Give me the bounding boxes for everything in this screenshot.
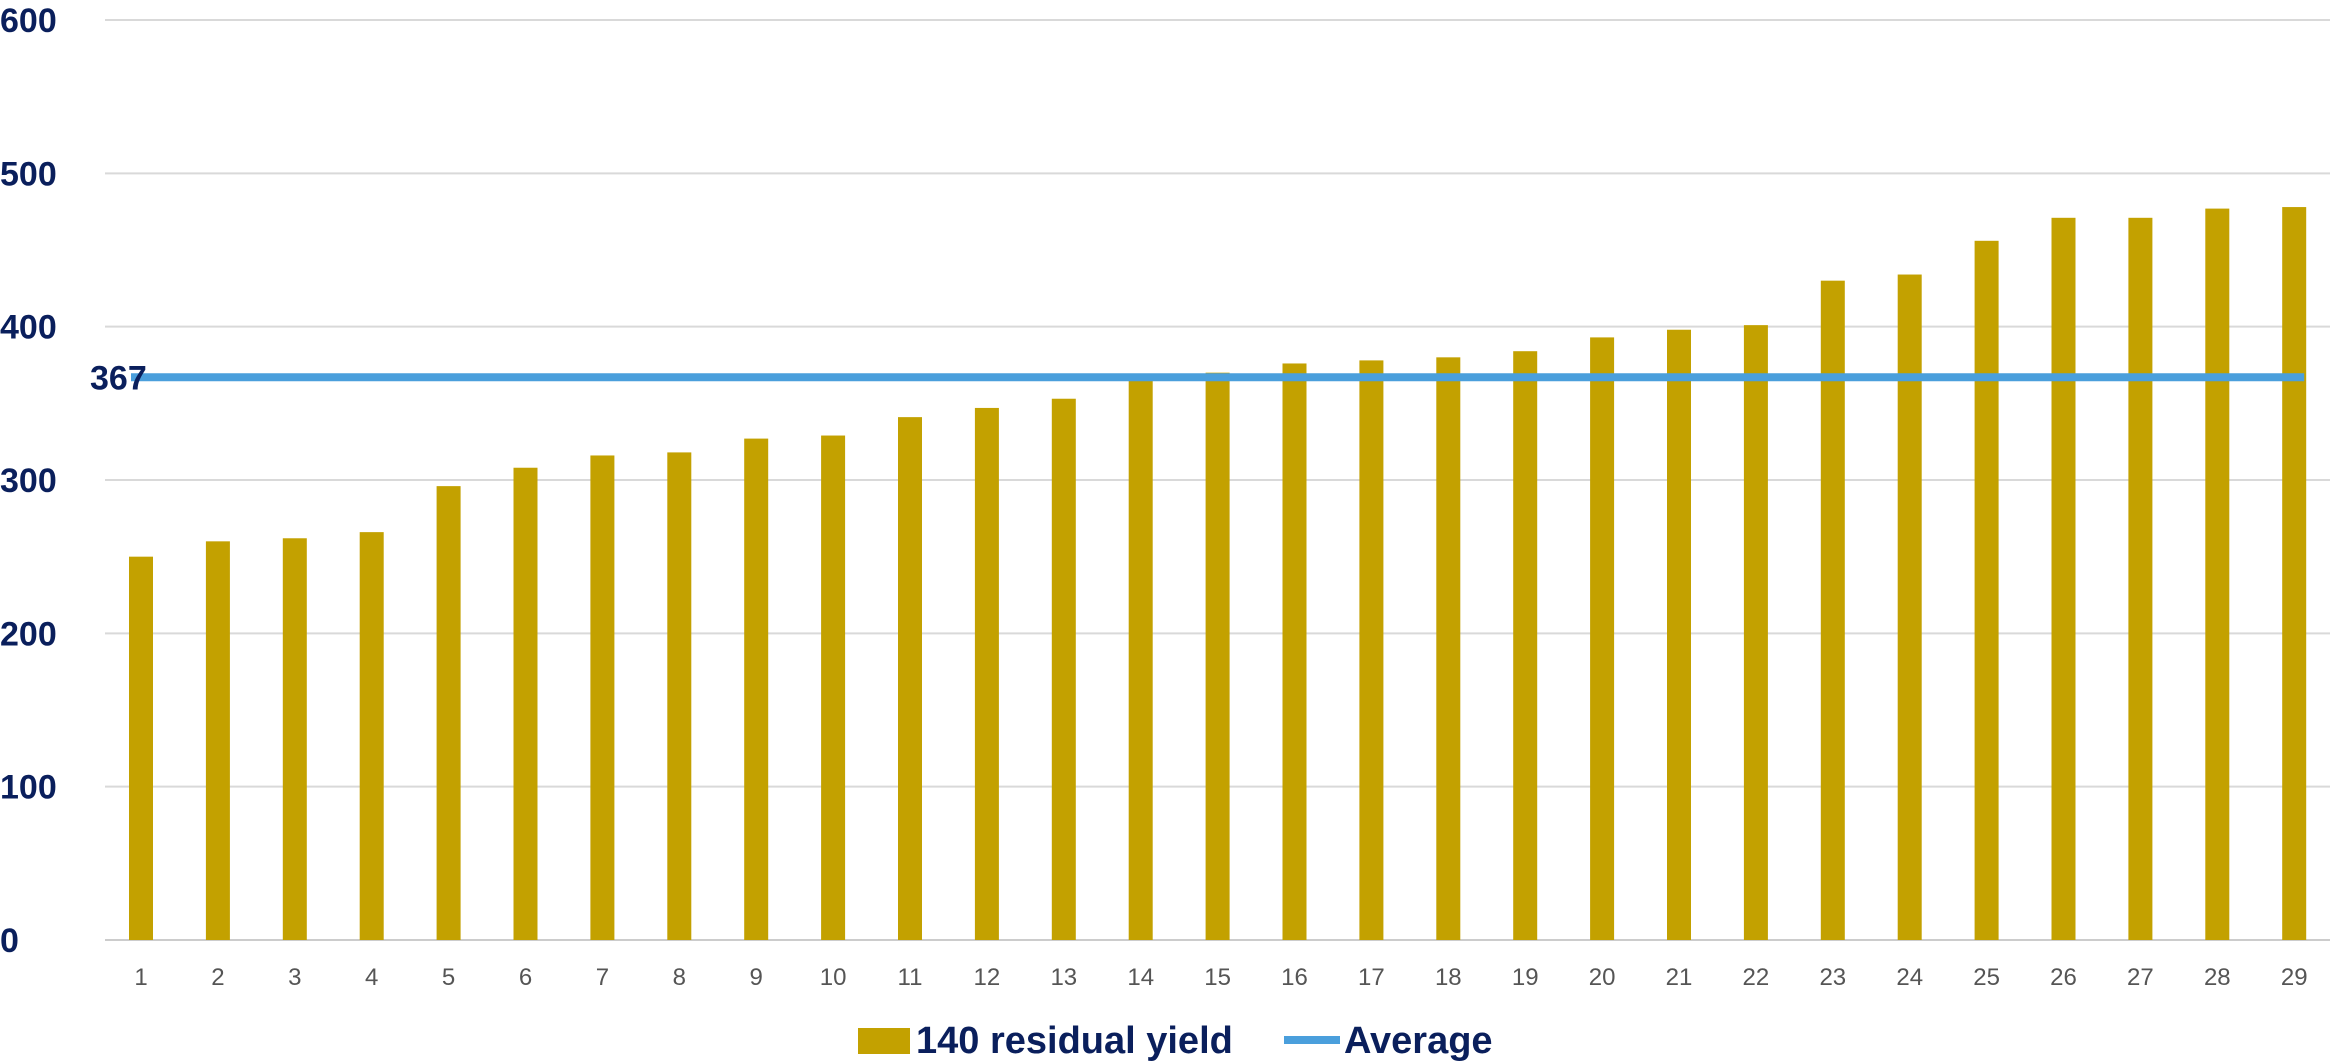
legend-swatch-line — [1284, 1036, 1340, 1044]
bar — [2128, 217, 2153, 941]
bar — [282, 538, 307, 940]
average-line-group: 367 — [90, 359, 2305, 397]
bar — [667, 452, 692, 940]
bar — [1436, 357, 1461, 940]
x-tick-label: 17 — [1358, 964, 1385, 991]
x-tick-label: 23 — [1819, 964, 1846, 991]
bar — [744, 438, 769, 940]
x-tick-label: 22 — [1743, 964, 1770, 991]
bar — [2282, 207, 2307, 941]
bar — [2051, 217, 2076, 941]
bar — [1051, 398, 1076, 940]
x-tick-label: 13 — [1050, 964, 1077, 991]
x-axis: 1 2 3 4 5 6 7 8 9 10 11 12 13 14 15 16 17 18 19 20 21 22 23 24 2… — [134, 964, 2307, 991]
x-tick-label: 1 — [134, 964, 147, 991]
x-tick-label: 2 — [211, 964, 224, 991]
x-tick-label: 28 — [2204, 964, 2231, 991]
x-tick-label: 20 — [1589, 964, 1616, 991]
x-tick-label: 15 — [1204, 964, 1231, 991]
bar — [1359, 360, 1384, 940]
x-tick-label: 18 — [1435, 964, 1462, 991]
bar — [2205, 208, 2230, 941]
bar — [205, 541, 230, 940]
x-tick-label: 19 — [1512, 964, 1539, 991]
legend-label-line: Average — [1344, 1020, 1493, 1062]
x-tick-label: 4 — [365, 964, 378, 991]
bar — [1590, 337, 1615, 940]
x-tick-label: 16 — [1281, 964, 1308, 991]
x-tick-label: 12 — [974, 964, 1001, 991]
bar — [974, 407, 999, 940]
bar — [1743, 325, 1768, 941]
bar — [590, 455, 615, 940]
bar — [1282, 363, 1307, 940]
x-tick-label: 3 — [288, 964, 301, 991]
bar — [436, 486, 461, 940]
y-tick-label: 400 — [0, 309, 57, 347]
x-tick-label: 29 — [2281, 964, 2308, 991]
bar — [1205, 372, 1230, 941]
bar — [821, 435, 846, 940]
bar — [898, 417, 922, 941]
y-tick-label: 300 — [0, 462, 57, 500]
y-tick-label: 100 — [0, 769, 57, 807]
bar — [129, 556, 153, 940]
bars — [129, 207, 2307, 941]
bar — [1820, 280, 1845, 941]
legend-label-bar: 140 residual yield — [916, 1020, 1233, 1062]
average-value-label: 367 — [90, 359, 147, 397]
y-axis: 0 100 200 300 400 500 600 — [0, 2, 57, 960]
x-tick-label: 25 — [1973, 964, 2000, 991]
x-tick-label: 24 — [1896, 964, 1923, 991]
bar — [1897, 274, 1922, 940]
x-tick-label: 14 — [1127, 964, 1154, 991]
legend: 140 residual yield Average — [858, 1020, 1493, 1062]
bar — [1974, 240, 1999, 941]
bar — [1513, 351, 1538, 940]
x-tick-label: 9 — [750, 964, 763, 991]
bar — [359, 532, 384, 940]
x-tick-label: 8 — [673, 964, 686, 991]
y-tick-label: 200 — [0, 615, 57, 653]
x-tick-label: 5 — [442, 964, 455, 991]
legend-swatch-bar — [858, 1028, 910, 1054]
x-tick-label: 26 — [2050, 964, 2077, 991]
x-tick-label: 11 — [898, 964, 923, 991]
y-tick-label: 0 — [0, 922, 19, 960]
bar — [1128, 377, 1153, 940]
y-tick-label: 600 — [0, 2, 57, 40]
x-tick-label: 6 — [519, 964, 532, 991]
x-tick-label: 7 — [596, 964, 609, 991]
bar — [513, 467, 538, 940]
x-tick-label: 21 — [1666, 964, 1693, 991]
x-tick-label: 27 — [2127, 964, 2154, 991]
y-tick-label: 500 — [0, 155, 57, 193]
bar — [1667, 329, 1691, 940]
x-tick-label: 10 — [820, 964, 847, 991]
